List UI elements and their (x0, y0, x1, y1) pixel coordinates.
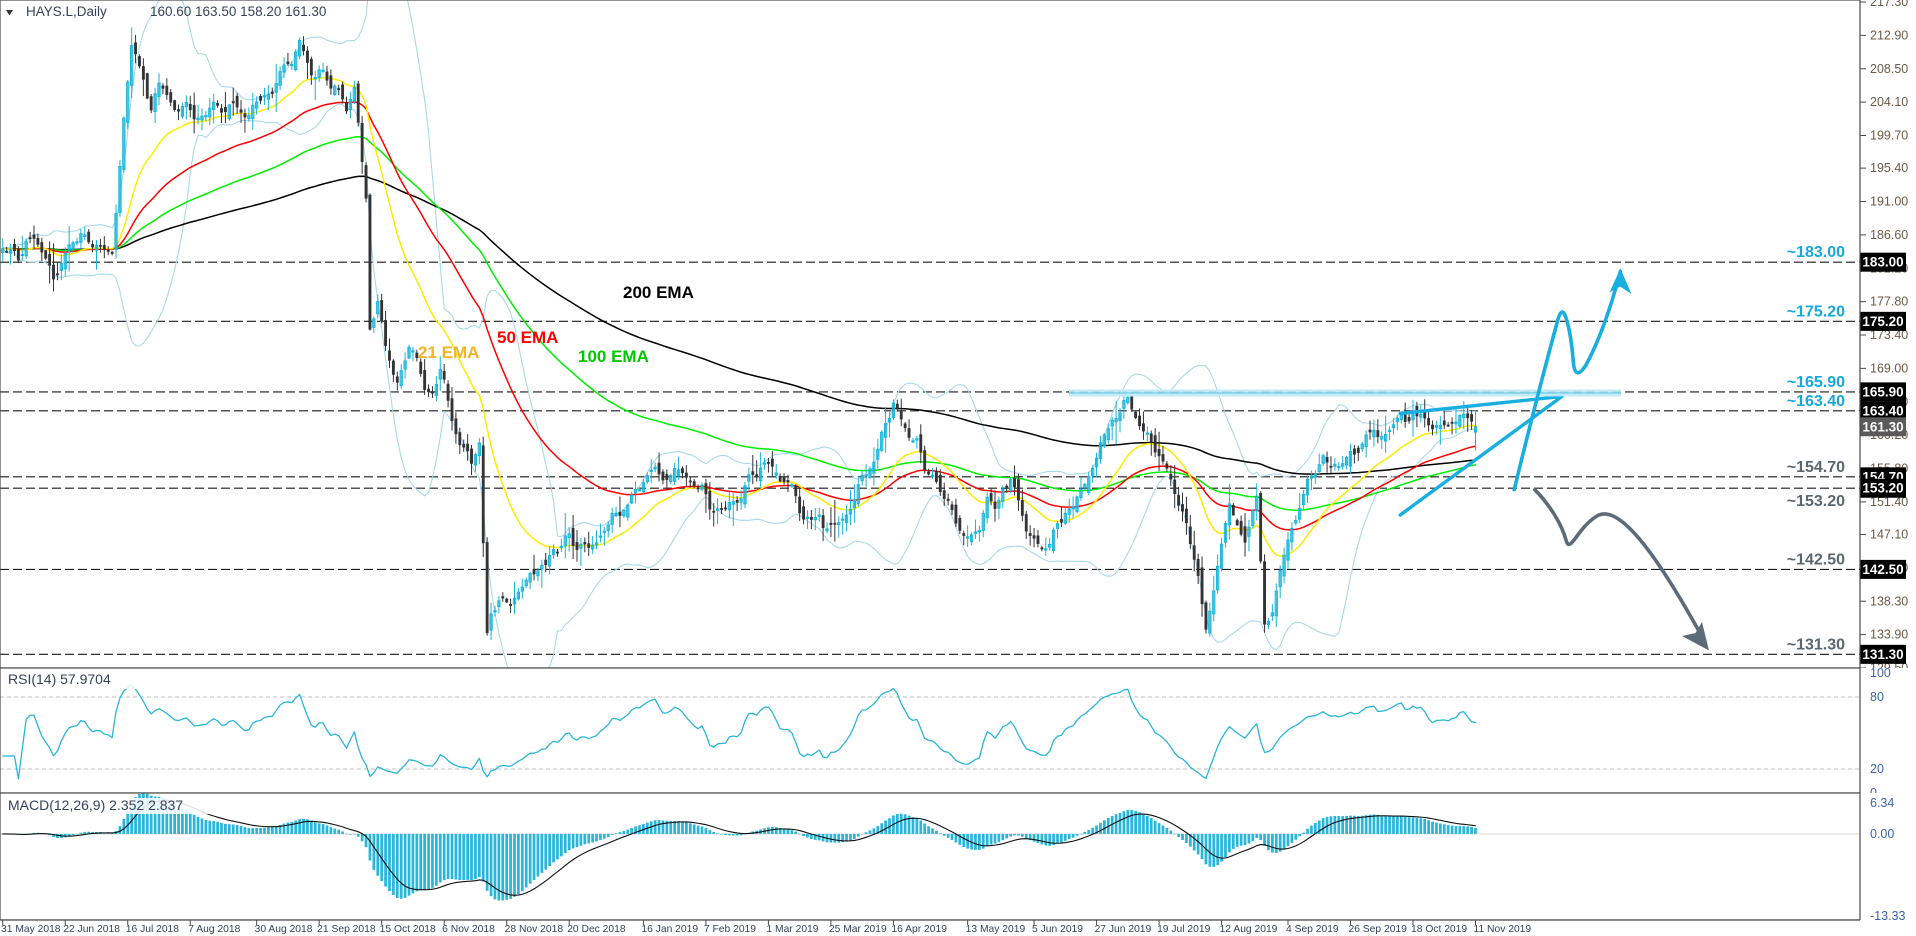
svg-text:0.00: 0.00 (1870, 827, 1894, 841)
svg-text:100 EMA: 100 EMA (578, 347, 649, 366)
svg-text:31 May 2018: 31 May 2018 (1, 924, 61, 935)
svg-text:~154.70: ~154.70 (1787, 459, 1845, 476)
svg-text:183.00: 183.00 (1862, 255, 1903, 270)
svg-text:165.90: 165.90 (1862, 384, 1903, 399)
svg-text:7 Feb 2019: 7 Feb 2019 (704, 924, 756, 935)
svg-text:100: 100 (1870, 666, 1891, 680)
svg-text:20: 20 (1870, 762, 1884, 776)
svg-text:80: 80 (1870, 690, 1884, 704)
svg-text:186.60: 186.60 (1870, 228, 1908, 242)
svg-text:160.60 163.50 158.20 161.30: 160.60 163.50 158.20 161.30 (150, 4, 326, 19)
svg-text:16 Jan 2019: 16 Jan 2019 (641, 924, 698, 935)
svg-text:161.30: 161.30 (1862, 419, 1903, 434)
svg-text:18 Oct 2019: 18 Oct 2019 (1411, 924, 1467, 935)
svg-text:133.90: 133.90 (1870, 628, 1908, 642)
svg-text:22 Jun 2018: 22 Jun 2018 (63, 924, 120, 935)
svg-text:177.80: 177.80 (1870, 295, 1908, 309)
svg-text:HAYS.L,Daily: HAYS.L,Daily (26, 4, 107, 19)
svg-text:142.50: 142.50 (1862, 562, 1903, 577)
svg-text:163.40: 163.40 (1862, 403, 1903, 418)
svg-text:50 EMA: 50 EMA (497, 328, 558, 347)
svg-text:~183.00: ~183.00 (1787, 244, 1845, 261)
svg-text:27 Jun 2019: 27 Jun 2019 (1095, 924, 1152, 935)
svg-text:~153.20: ~153.20 (1787, 493, 1845, 510)
svg-text:20 Dec 2018: 20 Dec 2018 (567, 924, 626, 935)
svg-text:200 EMA: 200 EMA (623, 283, 694, 302)
svg-text:6 Nov 2018: 6 Nov 2018 (442, 924, 495, 935)
svg-text:199.70: 199.70 (1870, 129, 1908, 143)
svg-text:208.50: 208.50 (1870, 62, 1908, 76)
svg-text:15 Oct 2018: 15 Oct 2018 (380, 924, 436, 935)
svg-text:195.40: 195.40 (1870, 161, 1908, 175)
svg-text:MACD(12,26,9) 2.352 2.837: MACD(12,26,9) 2.352 2.837 (8, 797, 183, 813)
svg-text:25 Mar 2019: 25 Mar 2019 (829, 924, 887, 935)
svg-text:16 Apr 2019: 16 Apr 2019 (891, 924, 947, 935)
svg-text:138.30: 138.30 (1870, 594, 1908, 608)
svg-text:1 Mar 2019: 1 Mar 2019 (766, 924, 818, 935)
svg-text:5 Jun 2019: 5 Jun 2019 (1032, 924, 1083, 935)
svg-text:191.00: 191.00 (1870, 195, 1908, 209)
svg-text:6.34: 6.34 (1870, 796, 1894, 810)
svg-text:21 Sep 2018: 21 Sep 2018 (317, 924, 376, 935)
svg-text:~165.90: ~165.90 (1787, 374, 1845, 391)
svg-text:16 Jul 2018: 16 Jul 2018 (126, 924, 180, 935)
svg-text:30 Aug 2018: 30 Aug 2018 (255, 924, 313, 935)
svg-text:11 Nov 2019: 11 Nov 2019 (1474, 924, 1532, 935)
svg-text:~163.40: ~163.40 (1787, 393, 1845, 410)
svg-text:RSI(14) 57.9704: RSI(14) 57.9704 (8, 671, 111, 687)
svg-text:169.00: 169.00 (1870, 361, 1908, 375)
svg-text:4 Sep 2019: 4 Sep 2019 (1286, 924, 1339, 935)
svg-text:12 Aug 2019: 12 Aug 2019 (1220, 924, 1278, 935)
svg-text:~131.30: ~131.30 (1787, 636, 1845, 653)
svg-text:153.20: 153.20 (1862, 481, 1903, 496)
svg-text:131.30: 131.30 (1862, 647, 1903, 662)
svg-text:~142.50: ~142.50 (1787, 551, 1845, 568)
svg-text:212.90: 212.90 (1870, 28, 1908, 42)
svg-text:204.10: 204.10 (1870, 95, 1908, 109)
svg-text:~175.20: ~175.20 (1787, 303, 1845, 320)
svg-text:26 Sep 2019: 26 Sep 2019 (1348, 924, 1407, 935)
svg-text:28 Nov 2018: 28 Nov 2018 (505, 924, 564, 935)
svg-text:147.10: 147.10 (1870, 528, 1908, 542)
svg-text:7 Aug 2018: 7 Aug 2018 (188, 924, 240, 935)
svg-text:19 Jul 2019: 19 Jul 2019 (1157, 924, 1211, 935)
svg-text:21 EMA: 21 EMA (418, 343, 479, 362)
svg-text:175.20: 175.20 (1862, 314, 1903, 329)
svg-text:13 May 2019: 13 May 2019 (966, 924, 1026, 935)
svg-text:217.30: 217.30 (1870, 0, 1908, 9)
